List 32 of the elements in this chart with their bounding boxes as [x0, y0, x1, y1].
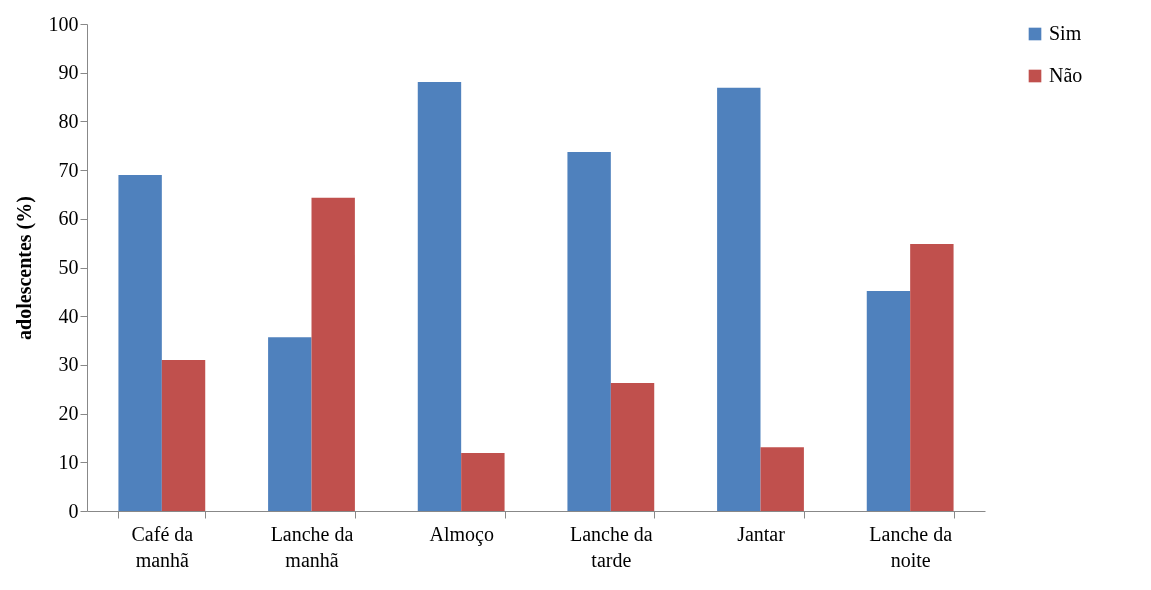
bar	[717, 87, 761, 511]
y-axis-title: adolescentes (%)	[12, 196, 36, 340]
bar	[760, 447, 804, 511]
y-tick-label: 60	[58, 207, 79, 230]
bar	[910, 244, 954, 511]
bar	[461, 453, 505, 511]
x-tick-label: Jantar	[737, 522, 786, 545]
legend-label: Não	[1049, 64, 1083, 86]
bar	[118, 174, 162, 511]
x-tick-label: Lanche da noite	[869, 522, 953, 571]
y-tick-label: 10	[58, 450, 79, 473]
y-tick-label: 40	[58, 304, 79, 327]
bar	[311, 197, 355, 511]
y-tick-label: 30	[58, 353, 79, 376]
y-tick-label: 50	[58, 256, 79, 278]
bar	[567, 152, 611, 511]
bar	[417, 81, 462, 511]
x-tick-label: Lanche da manhã	[270, 522, 354, 571]
y-tick-label: 90	[58, 61, 79, 84]
legend-label: Sim	[1049, 22, 1082, 44]
bar	[610, 382, 655, 511]
y-tick-label: 0	[68, 499, 79, 522]
x-tick-label: Café da manhã	[131, 522, 194, 571]
x-tick-label: Lanche da tarde	[569, 522, 653, 571]
y-tick-label: 20	[58, 402, 79, 425]
bar	[866, 290, 911, 511]
bar	[268, 337, 312, 511]
bar	[161, 360, 206, 511]
y-tick-label: 70	[58, 158, 79, 181]
x-tick-label: Almoço	[429, 522, 494, 546]
y-tick-label: 80	[58, 109, 79, 132]
y-tick-label: 100	[48, 12, 79, 35]
